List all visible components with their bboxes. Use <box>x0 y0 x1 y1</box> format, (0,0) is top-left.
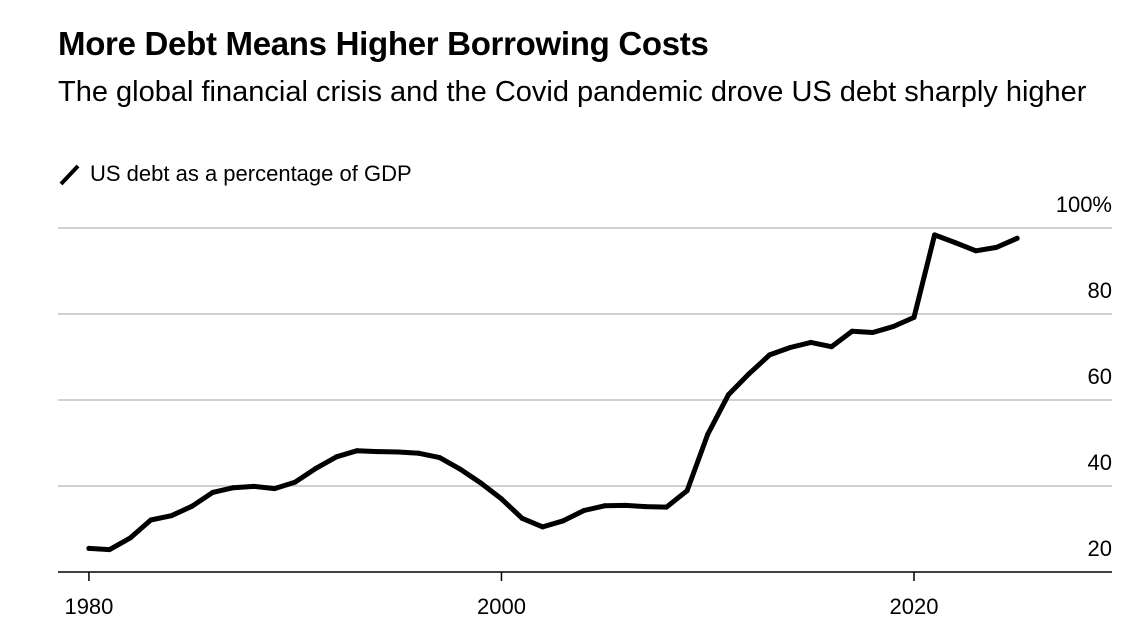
data-point-2019 <box>890 324 896 329</box>
y-tick-label: 80 <box>1088 278 1112 303</box>
legend-line-icon <box>59 164 80 186</box>
y-tick-label: 20 <box>1088 536 1112 561</box>
legend: US debt as a percentage of GDP <box>58 160 412 188</box>
chart-title: More Debt Means Higher Borrowing Costs <box>58 25 709 62</box>
data-point-1988 <box>251 483 257 489</box>
data-point-2010 <box>705 431 711 437</box>
data-point-1987 <box>230 485 236 491</box>
data-point-2002 <box>540 524 546 530</box>
data-point-2015 <box>808 339 814 345</box>
data-point-2021 <box>932 232 938 238</box>
chart-subtitle: The global financial crisis and the Covi… <box>58 76 1087 108</box>
data-point-1983 <box>148 517 154 523</box>
data-point-2009 <box>684 488 690 494</box>
x-tick-label: 2000 <box>477 594 526 619</box>
data-point-2014 <box>787 345 793 350</box>
y-tick-label: 60 <box>1088 364 1112 389</box>
data-point-1980 <box>86 545 92 551</box>
y-axis-labels: 20 40 60 80 100% <box>1056 192 1112 561</box>
data-point-1999 <box>478 480 484 486</box>
data-point-2025 <box>1014 235 1020 241</box>
data-point-2000 <box>499 496 504 502</box>
y-tick-label: 40 <box>1088 450 1112 475</box>
data-point-2012 <box>746 371 752 377</box>
data-point-2008 <box>664 504 669 510</box>
data-point-1990 <box>292 479 298 485</box>
x-tick-label: 1980 <box>64 594 113 619</box>
data-point-1991 <box>313 465 319 471</box>
data-point-1992 <box>334 454 339 460</box>
data-point-2011 <box>725 392 731 398</box>
data-point-2023 <box>973 248 979 254</box>
data-point-2001 <box>519 515 525 521</box>
data-point-2024 <box>994 244 999 250</box>
data-point-1996 <box>416 450 422 456</box>
data-point-1998 <box>457 466 463 472</box>
data-point-1997 <box>437 455 443 461</box>
data-point-2017 <box>849 328 855 334</box>
y-tick-label: 100% <box>1056 192 1112 217</box>
data-point-2005 <box>602 503 608 509</box>
data-point-1994 <box>375 449 381 455</box>
data-point-1986 <box>210 489 216 495</box>
data-point-2004 <box>581 508 587 513</box>
data-point-1981 <box>107 547 113 553</box>
x-tick-label: 2020 <box>890 594 939 619</box>
series-line-us-debt <box>86 232 1020 553</box>
gridlines <box>58 227 1112 487</box>
x-axis-labels: 1980 2000 2020 <box>64 594 938 619</box>
data-point-2007 <box>643 504 649 510</box>
data-point-1982 <box>127 535 133 541</box>
legend-label: US debt as a percentage of GDP <box>90 161 412 186</box>
x-axis <box>58 571 1112 581</box>
data-point-1985 <box>189 503 195 509</box>
series-layer <box>86 232 1020 553</box>
data-point-2013 <box>767 352 773 358</box>
data-point-2018 <box>870 330 876 335</box>
data-point-2003 <box>560 518 566 524</box>
data-point-2016 <box>829 344 834 350</box>
data-point-1984 <box>168 513 174 519</box>
data-point-1989 <box>272 486 278 492</box>
data-point-1995 <box>395 449 401 455</box>
data-point-2022 <box>952 240 958 246</box>
data-point-2006 <box>622 502 628 508</box>
data-point-1993 <box>354 448 360 454</box>
data-point-2020 <box>911 314 917 320</box>
